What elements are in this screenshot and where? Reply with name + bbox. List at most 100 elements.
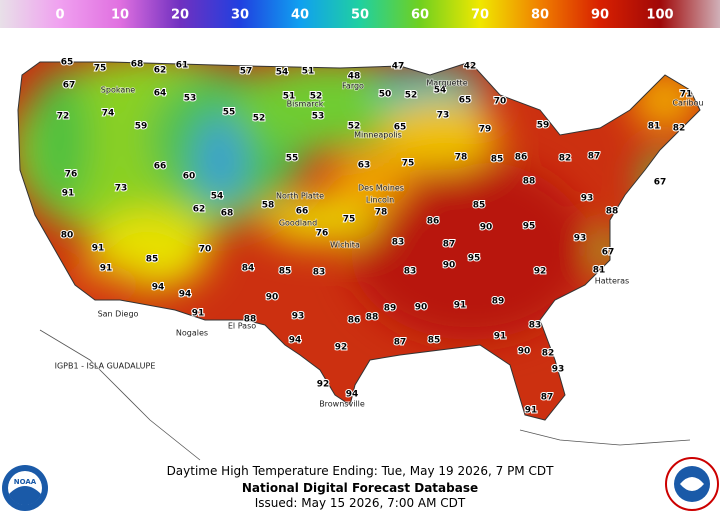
city-label: Hatteras bbox=[595, 277, 629, 286]
temperature-label: 92 bbox=[335, 343, 348, 353]
temperature-label: 90 bbox=[266, 293, 279, 303]
temperature-label: 94 bbox=[179, 290, 192, 300]
temperature-label: 66 bbox=[296, 207, 309, 217]
city-label: Nogales bbox=[176, 329, 208, 338]
temperature-label: 87 bbox=[443, 240, 456, 250]
city-label: Bismarck bbox=[287, 100, 324, 109]
temperature-label: 89 bbox=[384, 304, 397, 314]
temperature-label: 47 bbox=[392, 62, 405, 72]
temperature-label: 85 bbox=[279, 267, 292, 277]
city-label: Minneapolis bbox=[354, 131, 402, 140]
temperature-label: 94 bbox=[289, 336, 302, 346]
temperature-label: 75 bbox=[402, 159, 415, 169]
city-label: Marquette bbox=[426, 79, 467, 88]
city-label: Fargo bbox=[342, 82, 364, 91]
temperature-label: 86 bbox=[348, 316, 361, 326]
legend-tick-label: 80 bbox=[531, 8, 549, 23]
us-outline bbox=[17, 61, 701, 421]
temperature-label: 82 bbox=[673, 124, 686, 134]
temperature-label: 88 bbox=[523, 177, 536, 187]
temperature-label: 65 bbox=[61, 58, 74, 68]
temperature-label: 65 bbox=[394, 123, 407, 133]
temperature-label: 53 bbox=[312, 112, 325, 122]
temperature-label: 87 bbox=[541, 393, 554, 403]
temperature-label: 81 bbox=[593, 266, 606, 276]
nws-logo bbox=[665, 457, 719, 511]
field-blobs bbox=[18, 62, 700, 340]
temperature-label: 85 bbox=[146, 255, 159, 265]
temperature-label: 85 bbox=[428, 336, 441, 346]
temperature-label: 51 bbox=[302, 67, 315, 77]
temp-region bbox=[380, 100, 500, 170]
database-name: National Digital Forecast Database bbox=[242, 481, 478, 495]
temperature-label: 95 bbox=[468, 254, 481, 264]
temperature-label: 73 bbox=[115, 184, 128, 194]
temp-region bbox=[235, 62, 425, 150]
city-label: North Platte bbox=[276, 192, 324, 201]
issued-time: Issued: May 15 2026, 7:00 AM CDT bbox=[255, 496, 466, 510]
city-label: IGPB1 - ISLA GUADALUPE bbox=[55, 362, 156, 371]
city-label: Goodland bbox=[279, 219, 317, 228]
city-label: San Diego bbox=[98, 310, 139, 319]
temp-region bbox=[30, 70, 90, 210]
temperature-label: 74 bbox=[102, 109, 115, 119]
temperature-label: 90 bbox=[480, 223, 493, 233]
temperature-label: 78 bbox=[375, 208, 388, 218]
temperature-label: 92 bbox=[534, 267, 547, 277]
temperature-label: 90 bbox=[415, 303, 428, 313]
temperature-label: 66 bbox=[154, 162, 167, 172]
temperature-label: 88 bbox=[366, 313, 379, 323]
temperature-label: 95 bbox=[523, 222, 536, 232]
temperature-label: 65 bbox=[459, 96, 472, 106]
temperature-label: 87 bbox=[588, 152, 601, 162]
temperature-label: 91 bbox=[100, 264, 113, 274]
temperature-label: 91 bbox=[494, 332, 507, 342]
temperature-label: 83 bbox=[392, 238, 405, 248]
temperature-label: 93 bbox=[581, 194, 594, 204]
legend-tick-label: 90 bbox=[591, 8, 609, 23]
temperature-label: 93 bbox=[292, 312, 305, 322]
temperature-label: 84 bbox=[242, 264, 255, 274]
temperature-label: 67 bbox=[63, 81, 76, 91]
temperature-label: 91 bbox=[62, 189, 75, 199]
temperature-label: 67 bbox=[602, 248, 615, 258]
temperature-label: 42 bbox=[464, 62, 477, 72]
temperature-label: 90 bbox=[443, 261, 456, 271]
temperature-label: 63 bbox=[358, 161, 371, 171]
temperature-label: 52 bbox=[348, 122, 361, 132]
noaa-logo: NOAA bbox=[2, 465, 48, 511]
temperature-label: 80 bbox=[61, 231, 74, 241]
temperature-label: 88 bbox=[606, 207, 619, 217]
temperature-label: 61 bbox=[176, 61, 189, 71]
temperature-label: 83 bbox=[404, 267, 417, 277]
legend-tick-label: 70 bbox=[471, 8, 489, 23]
city-label: Spokane bbox=[101, 86, 136, 95]
temperature-label: 94 bbox=[346, 390, 359, 400]
temperature-label: 78 bbox=[455, 153, 468, 163]
legend-tick-label: 40 bbox=[291, 8, 309, 23]
temperature-label: 86 bbox=[427, 217, 440, 227]
temperature-label: 83 bbox=[313, 268, 326, 278]
temperature-label: 55 bbox=[223, 108, 236, 118]
temperature-label: 57 bbox=[240, 67, 253, 77]
temperature-label: 92 bbox=[317, 380, 330, 390]
temperature-label: 91 bbox=[192, 309, 205, 319]
temperature-label: 88 bbox=[244, 315, 257, 325]
temperature-label: 67 bbox=[654, 178, 667, 188]
temp-region bbox=[260, 195, 380, 245]
city-label: Wichita bbox=[330, 241, 360, 250]
temperature-label: 93 bbox=[552, 365, 565, 375]
temperature-label: 87 bbox=[394, 338, 407, 348]
temperature-label: 51 bbox=[283, 92, 296, 102]
temperature-label: 79 bbox=[479, 125, 492, 135]
legend-tick-label: 60 bbox=[411, 8, 429, 23]
temperature-label: 52 bbox=[310, 92, 323, 102]
temperature-label: 82 bbox=[542, 349, 555, 359]
temperature-label: 70 bbox=[199, 245, 212, 255]
temperature-label: 94 bbox=[152, 283, 165, 293]
temperature-label: 50 bbox=[379, 90, 392, 100]
temperature-label: 82 bbox=[559, 154, 572, 164]
temperature-label: 86 bbox=[515, 153, 528, 163]
temperature-label: 58 bbox=[262, 201, 275, 211]
